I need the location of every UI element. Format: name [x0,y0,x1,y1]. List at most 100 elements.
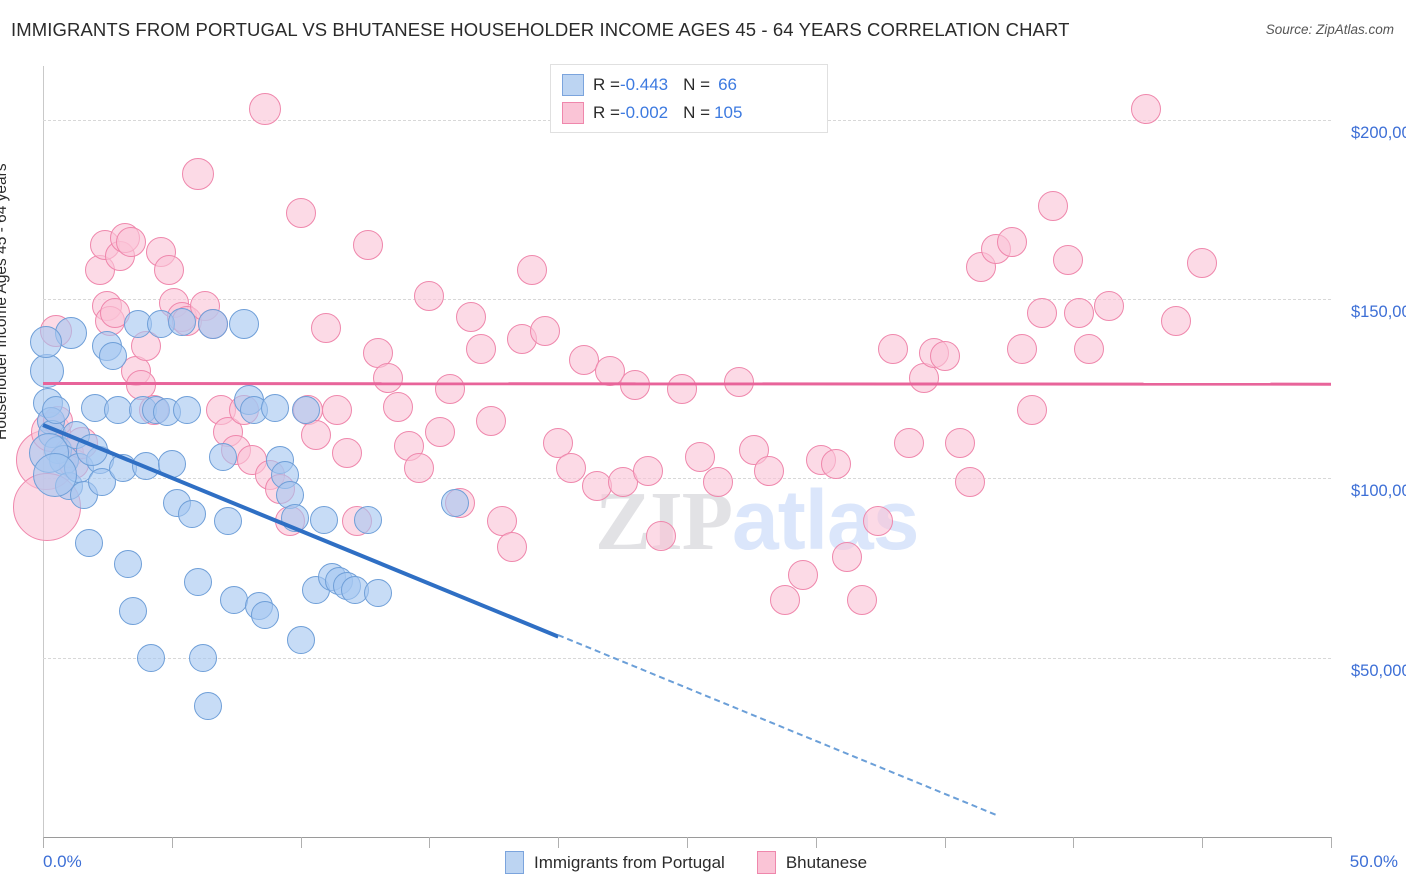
scatter-point [1063,298,1094,329]
scatter-point [633,456,664,487]
scatter-point [363,579,392,608]
scatter-point [157,450,186,479]
scatter-point [209,442,238,471]
legend-label-portugal[interactable]: Immigrants from Portugal [534,852,725,872]
scatter-point [945,427,976,458]
pink-swatch-icon [562,102,584,124]
scatter-point [754,456,785,487]
page-title: IMMIGRANTS FROM PORTUGAL VS BHUTANESE HO… [11,19,1070,40]
y-axis-tick-label: $200,000 [1351,123,1406,142]
scatter-point [455,302,486,333]
scatter-point [103,396,132,425]
legend-label-bhutanese[interactable]: Bhutanese [785,852,868,872]
x-axis-tick [687,837,688,848]
scatter-point [29,353,64,388]
x-axis-tick [1073,837,1075,848]
pink-r-label: R = [593,103,620,122]
scatter-point [291,396,320,425]
scatter-point [404,452,435,483]
blue-n-value: 66 [718,75,737,94]
pink-r-value: -0.002 [619,103,669,122]
scatter-point [1053,244,1084,275]
scatter-point [98,342,127,371]
scatter-point [285,198,316,229]
x-axis-tick [815,837,817,848]
scatter-point [594,355,625,386]
scatter-point [787,560,818,591]
scatter-point [1017,395,1048,426]
scatter-point [556,452,587,483]
scatter-point [286,625,315,654]
gridline [43,299,1331,301]
x-axis-tick [1202,837,1204,848]
scatter-point [1161,305,1192,336]
scatter-point [193,692,222,721]
scatter-point [183,568,212,597]
scatter-point [353,505,382,534]
scatter-point [260,394,289,423]
scatter-point [311,312,342,343]
scatter-point [32,452,77,497]
x-axis-tick [429,837,431,848]
scatter-point [435,373,465,404]
blue-r-label: R = [593,75,620,94]
scatter-point [1037,190,1068,221]
scatter-point [878,334,909,365]
scatter-point [996,226,1027,257]
scatter-point [1187,248,1218,279]
scatter-point [955,466,986,497]
x-axis-max-label: 50.0% [1349,852,1398,871]
scatter-point [115,226,146,257]
blue-swatch-icon [562,74,584,96]
scatter-point [309,505,338,534]
blue-r-value: -0.443 [619,75,669,94]
scatter-point [684,441,715,472]
scatter-point [1073,334,1104,365]
scatter-point [154,255,185,286]
legend-swatch-bhutanese-icon[interactable] [756,851,776,874]
legend-row-portugal: R = -0.443 N = 66 [562,74,737,96]
scatter-point [769,585,800,616]
scatter-point [75,528,104,557]
x-axis-tick [43,837,44,848]
scatter-point [137,643,166,672]
scatter-point [132,451,161,480]
scatter-point [517,255,548,286]
scatter-point [1006,334,1037,365]
scatter-point [383,391,414,422]
series-legend: Immigrants from Portugal Bhutanese [505,851,867,874]
trend-line [42,381,1332,386]
scatter-point [543,427,574,458]
y-axis-tick-label: $50,000 [1351,661,1406,680]
x-axis-tick [300,837,302,848]
scatter-point [821,449,852,480]
scatter-point [301,420,332,451]
scatter-point [219,586,248,615]
scatter-point [581,470,612,501]
pink-n-label: N = [683,103,711,122]
x-axis-min-label: 0.0% [43,852,82,871]
scatter-point [321,395,352,426]
legend-swatch-portugal-icon[interactable] [505,851,524,874]
scatter-point [862,506,893,537]
gridline [43,478,1331,480]
scatter-point [331,438,362,469]
scatter-point [441,489,470,518]
legend-row-bhutanese: R = -0.002 N = 105 [562,102,742,124]
scatter-point [929,341,960,372]
scatter-point [173,396,202,425]
trend-line [557,634,997,817]
scatter-point [847,585,878,616]
scatter-point [352,230,383,261]
source-label: Source: ZipAtlas.com [1265,22,1394,37]
scatter-point [646,520,677,551]
scatter-point [119,597,148,626]
scatter-point [1130,94,1161,125]
x-axis-tick [944,837,946,848]
correlation-legend: R = -0.443 N = 66 R = -0.002 N = 105 [550,64,828,133]
scatter-point [831,542,862,573]
scatter-point [530,316,561,347]
scatter-point [1094,291,1125,322]
y-axis-title: Householder Income Ages 45 - 64 years [0,163,10,440]
